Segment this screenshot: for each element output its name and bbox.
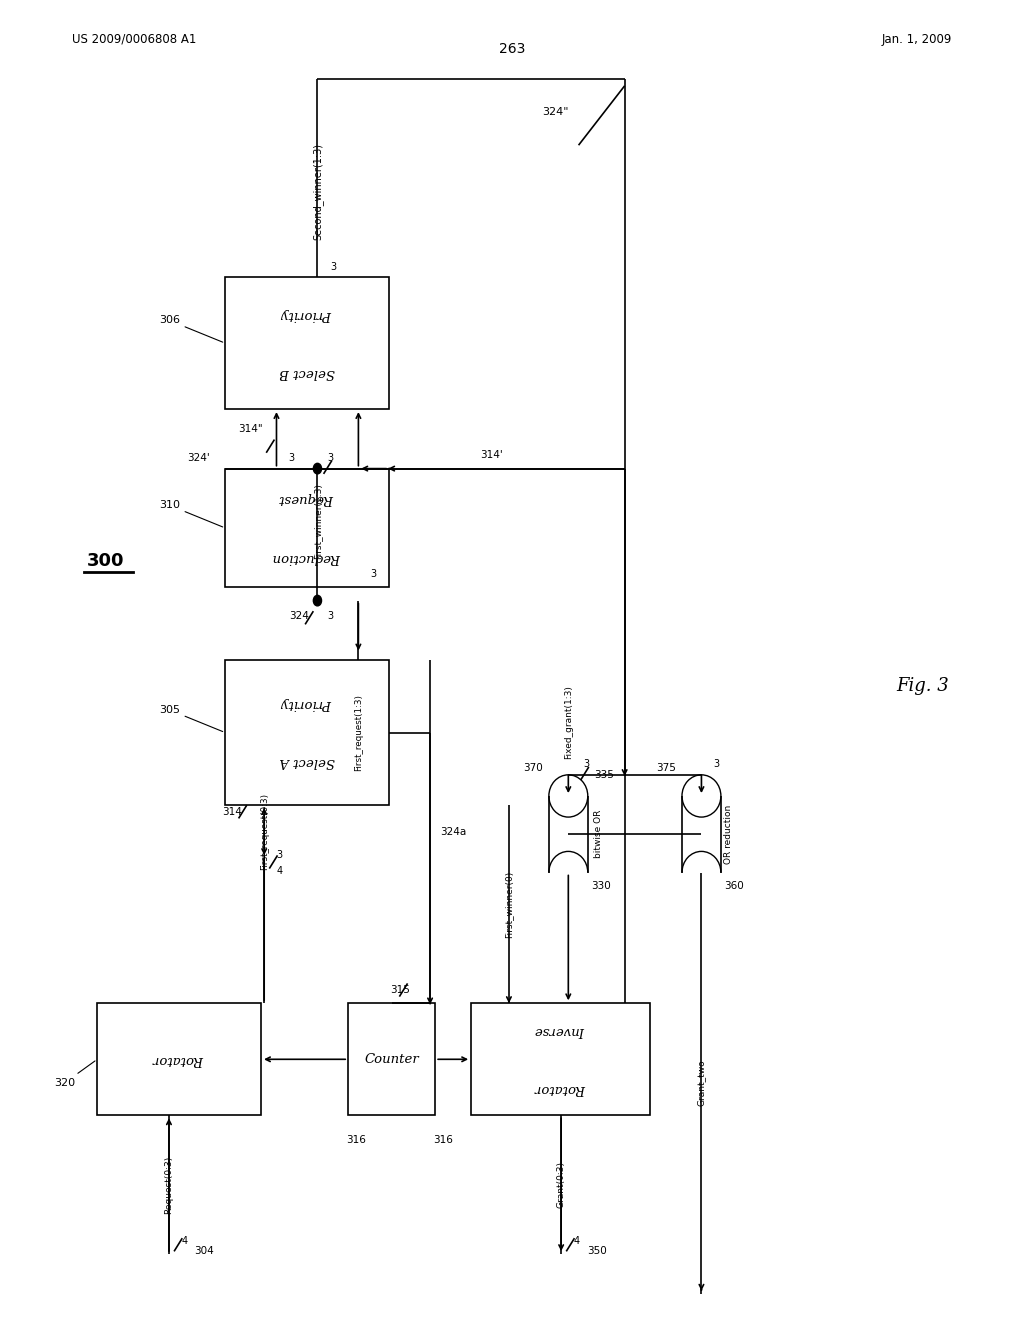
Text: 3: 3	[328, 611, 334, 622]
Text: 324a: 324a	[440, 826, 467, 837]
Text: Second_winner(1:3): Second_winner(1:3)	[312, 143, 323, 240]
Text: Grant_two: Grant_two	[697, 1060, 706, 1106]
Ellipse shape	[549, 775, 588, 817]
Text: 3: 3	[714, 759, 720, 770]
Text: First_request(1:3): First_request(1:3)	[354, 694, 362, 771]
Text: 263: 263	[499, 42, 525, 57]
Text: 360: 360	[724, 880, 743, 891]
Text: Rotator: Rotator	[536, 1082, 586, 1094]
Text: 4: 4	[276, 866, 283, 876]
Text: 315: 315	[390, 985, 410, 995]
Text: 320: 320	[54, 1061, 95, 1088]
Text: 370: 370	[523, 763, 543, 774]
Text: Priority: Priority	[282, 697, 333, 710]
Text: 324': 324'	[187, 453, 210, 463]
Text: OR reduction: OR reduction	[724, 805, 733, 863]
Bar	[348, 1003, 435, 1115]
Text: 4: 4	[573, 1236, 580, 1246]
Text: Counter: Counter	[365, 1053, 419, 1065]
Text: 314": 314"	[239, 424, 263, 434]
Text: Reduction: Reduction	[273, 550, 341, 564]
Text: Rotator: Rotator	[154, 1053, 205, 1065]
Bar	[97, 1003, 261, 1115]
Text: 306: 306	[159, 315, 222, 342]
Text: 375: 375	[656, 763, 676, 774]
Text: Request: Request	[280, 492, 335, 506]
Bar	[225, 277, 389, 409]
Text: 3: 3	[584, 759, 590, 770]
Text: 324: 324	[290, 611, 309, 622]
Text: Jan. 1, 2009: Jan. 1, 2009	[882, 33, 952, 46]
Bar	[225, 469, 389, 587]
Text: 3: 3	[289, 453, 295, 463]
Text: 4: 4	[181, 1236, 187, 1246]
Circle shape	[313, 595, 322, 606]
Text: 324": 324"	[542, 107, 568, 117]
Text: 314: 314	[222, 807, 242, 817]
Text: Grant(0:3): Grant(0:3)	[557, 1162, 565, 1208]
Text: bitwise OR: bitwise OR	[594, 810, 603, 858]
Text: US 2009/0006808 A1: US 2009/0006808 A1	[72, 33, 196, 46]
Text: 300: 300	[87, 552, 125, 570]
Bar	[225, 660, 389, 805]
Text: 3: 3	[276, 850, 283, 861]
Text: 316: 316	[433, 1135, 453, 1146]
Text: Request(0:3): Request(0:3)	[165, 1155, 173, 1214]
Text: 3: 3	[331, 261, 337, 272]
Text: 316: 316	[346, 1135, 366, 1146]
Text: 314': 314'	[480, 450, 503, 461]
Text: 330: 330	[591, 880, 610, 891]
Text: Fixed_grant(1:3): Fixed_grant(1:3)	[564, 685, 572, 759]
Text: Select A: Select A	[280, 755, 335, 768]
Text: 350: 350	[587, 1246, 606, 1257]
Text: 3: 3	[371, 569, 377, 579]
Text: 304: 304	[195, 1246, 214, 1257]
Ellipse shape	[682, 775, 721, 817]
Text: 3: 3	[328, 453, 334, 463]
Text: Fig. 3: Fig. 3	[896, 677, 949, 696]
Circle shape	[313, 463, 322, 474]
Text: 305: 305	[159, 705, 222, 731]
Text: 335: 335	[594, 770, 613, 780]
Text: First_request(0:3): First_request(0:3)	[260, 793, 268, 870]
Text: Priority: Priority	[282, 308, 333, 321]
Text: First_winner(0): First_winner(0)	[505, 871, 513, 937]
Text: First_winner(1:3): First_winner(1:3)	[313, 483, 322, 560]
Bar	[471, 1003, 650, 1115]
Text: Inverse: Inverse	[536, 1024, 586, 1036]
Text: 310: 310	[159, 500, 222, 527]
Text: Select B: Select B	[280, 366, 335, 379]
